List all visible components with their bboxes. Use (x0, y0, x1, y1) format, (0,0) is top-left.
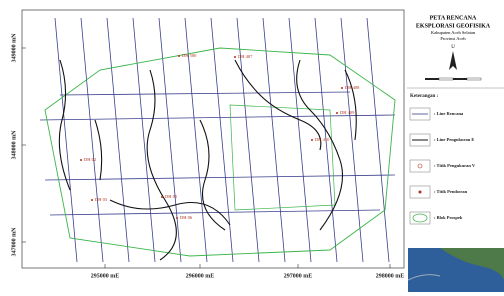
x-label: 296000 mE (186, 273, 215, 279)
legend-label: : Line Pengukuran E (434, 137, 474, 142)
point-label: DH 02 (84, 157, 96, 162)
legend-title: Keterangan : (410, 94, 439, 99)
point-label: DH 410 (315, 137, 330, 142)
location-inset (408, 248, 504, 292)
point-label: DH 500 (182, 53, 197, 58)
legend-label: : Titik Pengukuran V (434, 163, 476, 168)
y-label: 347000 mN (11, 227, 17, 256)
legend-label: : Blok Prospek (434, 215, 463, 220)
point-marker (176, 217, 178, 219)
legend-label: : Titik Pemboran (434, 189, 468, 194)
point-label: DH 06 (180, 215, 193, 220)
point-marker (311, 139, 313, 141)
point-marker (91, 199, 93, 201)
point-label: DH 408 (345, 85, 360, 90)
point-marker (80, 159, 82, 161)
regency: Kabupaten Aceh Selatan (431, 30, 476, 35)
point-marker (178, 55, 180, 57)
y-label: 349000 mN (11, 33, 17, 62)
province: Provinsi Aceh (440, 36, 466, 41)
map-frame (22, 10, 404, 268)
point-label: DH 407 (238, 54, 253, 59)
legend-box (410, 160, 430, 172)
x-label: 295000 mE (91, 273, 120, 279)
title: PETA RENCANA (430, 15, 477, 21)
north-label: U (451, 45, 455, 50)
legend-label: : Line Rencana (434, 111, 464, 116)
point-label: DH 05 (165, 194, 178, 199)
point-marker (234, 56, 236, 58)
point-label: DH 03 (95, 197, 108, 202)
subtitle: EKSPLORASI GEOFISIKA (416, 23, 491, 29)
map-sheet: DH 500 DH 407 DH 408 DH 409 DH 410 DH 02 DH 03… (0, 0, 504, 296)
x-label: 298000 mE (376, 273, 405, 279)
point-marker (336, 112, 338, 114)
point-marker (341, 87, 343, 89)
point-marker (161, 196, 163, 198)
y-label: 348000 mN (11, 130, 17, 159)
legend-dot (419, 191, 422, 194)
point-label: DH 409 (340, 110, 355, 115)
scale-bar (425, 78, 481, 80)
x-label: 297000 mE (284, 273, 313, 279)
